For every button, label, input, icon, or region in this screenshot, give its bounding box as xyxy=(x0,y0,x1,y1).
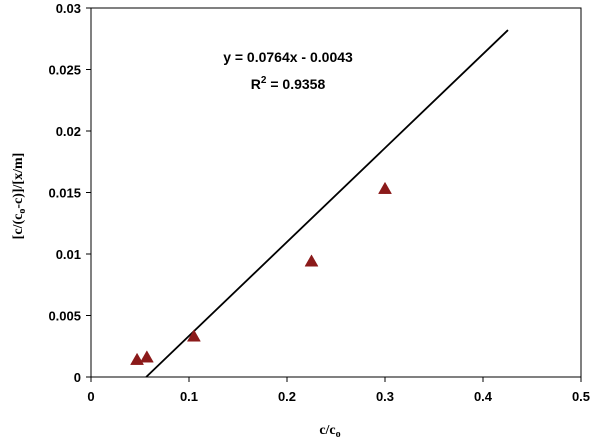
x-tick-label: 0.5 xyxy=(572,389,590,404)
data-point-triangle xyxy=(139,350,154,363)
x-tick-label: 0 xyxy=(87,389,94,404)
x-tick-label: 0.1 xyxy=(180,389,198,404)
y-tick-label: 0.015 xyxy=(48,186,81,201)
trendline-equation: y = 0.0764x - 0.0043 xyxy=(223,49,353,65)
data-point-triangle xyxy=(186,329,201,342)
trendline xyxy=(145,29,509,378)
data-point-triangle xyxy=(378,181,392,194)
y-tick-label: 0.005 xyxy=(48,309,81,324)
data-point-triangle xyxy=(304,254,319,267)
r-squared-label: R2 = 0.9358 xyxy=(251,75,326,92)
trendline-group xyxy=(145,29,509,378)
r-squared-value: = 0.9358 xyxy=(266,76,325,92)
x-tick-label: 0.4 xyxy=(474,389,493,404)
r-squared-symbol: R xyxy=(251,76,261,92)
plot-area xyxy=(90,7,582,378)
y-tick-label: 0 xyxy=(74,370,81,385)
x-axis-title: c/co xyxy=(319,423,340,440)
y-tick-label: 0.02 xyxy=(56,124,81,139)
y-tick-label: 0.01 xyxy=(56,247,81,262)
x-tick-label: 0.3 xyxy=(376,389,394,404)
y-tick-label: 0.025 xyxy=(48,63,81,78)
x-axis-ticks: 0 0.1 0.2 0.3 0.4 0.5 xyxy=(87,377,590,404)
r-squared-superscript: 2 xyxy=(261,75,267,86)
y-axis-title: [c/(co-c)]/[x/m] xyxy=(11,153,28,240)
data-points xyxy=(130,181,392,365)
y-axis-ticks: 0 0.005 0.01 0.015 0.02 0.025 0.03 xyxy=(48,1,91,385)
y-tick-label: 0.03 xyxy=(56,1,81,16)
x-tick-label: 0.2 xyxy=(278,389,296,404)
